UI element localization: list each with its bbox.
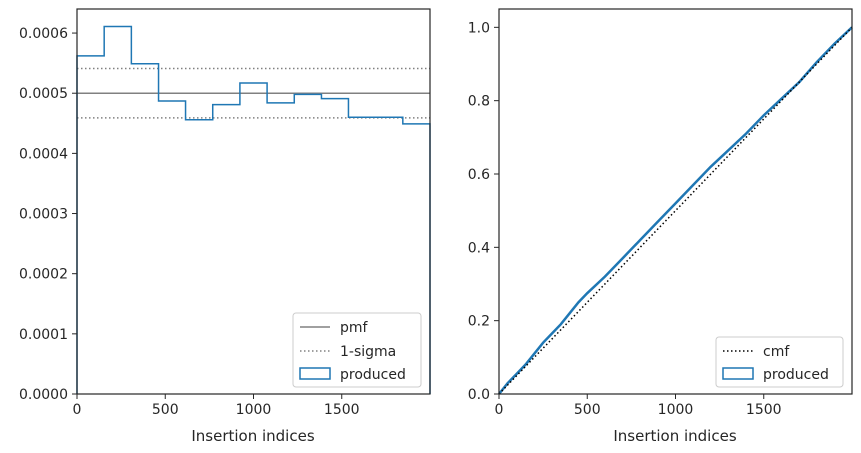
cmf-y-ticks: 0.0 0.2 0.4 0.6 0.8 1.0 — [468, 20, 499, 403]
pmf-plot-area — [76, 25, 431, 394]
cmf-x-tick-label: 1500 — [746, 402, 782, 418]
pmf-y-tick-label: 0.0003 — [19, 207, 68, 223]
pmf-x-tick-label: 1000 — [236, 402, 272, 418]
cmf-x-tick-label: 1000 — [658, 402, 694, 418]
legend-cmf-produced-label: produced — [763, 367, 829, 383]
pmf-legend: pmf 1-sigma produced — [292, 312, 422, 388]
pmf-y-tick-label: 0.0004 — [19, 146, 68, 162]
cmf-plot-area — [498, 26, 853, 395]
cmf-panel: 0 500 1000 1500 0.0 0.2 0.4 0.6 0.8 1.0 Insertio… — [468, 8, 853, 445]
cmf-y-tick-label: 0.0 — [468, 387, 490, 403]
cmf-legend-box — [715, 336, 844, 388]
cmf-x-ticks: 0 500 1000 1500 — [495, 394, 782, 418]
pmf-y-ticks: 0.0000 0.0001 0.0002 0.0003 0.0004 0.0005 0.00… — [19, 26, 77, 403]
cmf-y-tick-label: 0.8 — [468, 94, 490, 110]
pmf-y-tick-label: 0.0005 — [19, 86, 68, 102]
pmf-x-axis-label: Insertion indices — [191, 427, 314, 445]
pmf-y-tick-label: 0.0002 — [19, 267, 68, 283]
produced-step-histogram — [76, 25, 431, 394]
pmf-panel: 0 500 1000 1500 0.00000.00010.00020.00030.0… — [19, 8, 431, 445]
cmf-x-axis-label: Insertion indices — [613, 427, 736, 445]
pmf-x-tick-label: 0 — [73, 402, 82, 418]
legend-cmf-label: cmf — [763, 344, 790, 360]
cmf-y-tick-label: 0.6 — [468, 167, 490, 183]
legend-produced-patch-icon — [299, 367, 331, 380]
pmf-y-tick-label: 0.0006 — [19, 26, 68, 42]
cmf-y-tick-label: 1.0 — [468, 20, 490, 36]
pmf-x-tick-label: 500 — [152, 402, 179, 418]
cmf-y-tick-label: 0.4 — [468, 240, 490, 256]
pmf-x-ticks: 0 500 1000 1500 — [73, 394, 360, 418]
legend-produced-label: produced — [340, 367, 406, 383]
cmf-x-tick-label: 500 — [574, 402, 601, 418]
cmf-reference-line — [498, 26, 853, 395]
produced-cumulative-line — [498, 26, 853, 395]
pmf-y-tick-label: 0.0000 — [19, 387, 68, 403]
legend-pmf-label: pmf — [340, 320, 369, 336]
cmf-x-tick-label: 0 — [495, 402, 504, 418]
cmf-axes-frame — [498, 8, 853, 395]
pmf-x-tick-label: 1500 — [324, 402, 360, 418]
legend-1-sigma-label: 1-sigma — [340, 344, 396, 360]
cmf-y-tick-label: 0.2 — [468, 314, 490, 330]
legend-cmf-produced-patch-icon — [722, 367, 754, 380]
cmf-legend: cmf produced — [715, 336, 844, 388]
pmf-y-tick-label: 0.0001 — [19, 327, 68, 343]
